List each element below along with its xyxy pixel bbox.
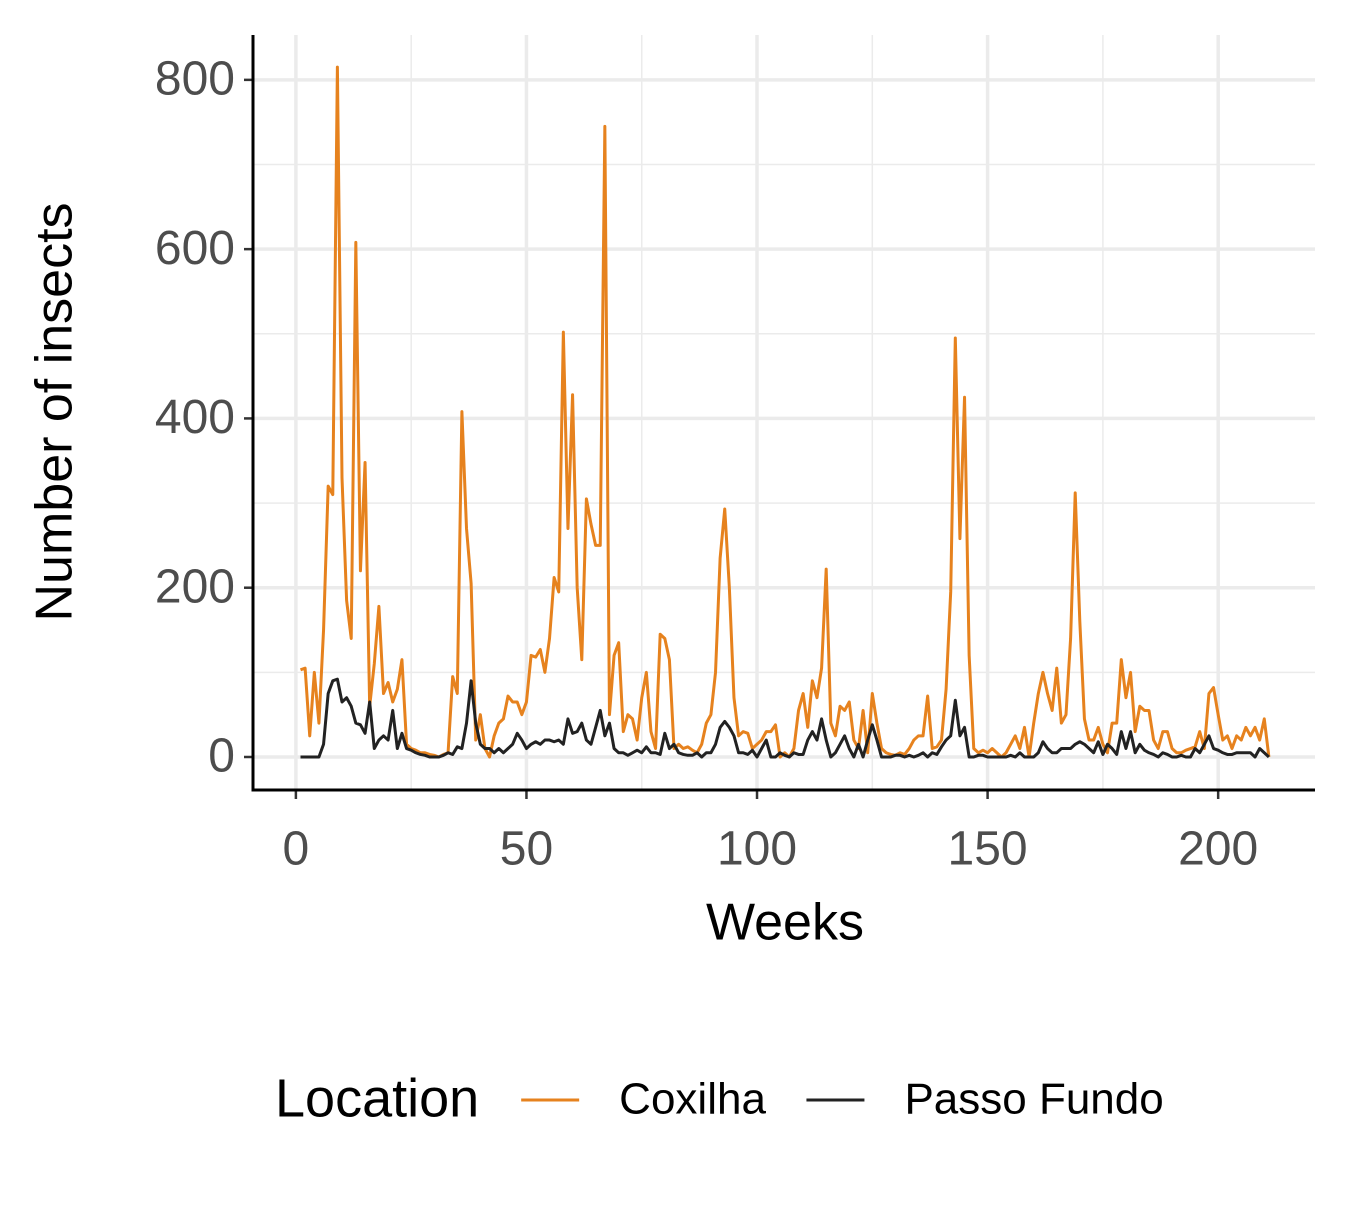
y-tick-label: 400 xyxy=(155,391,235,444)
grid xyxy=(253,35,1315,790)
x-tick-label: 100 xyxy=(717,823,797,876)
legend: Location Coxilha Passo Fundo xyxy=(275,1068,1164,1128)
legend-label: Coxilha xyxy=(619,1075,766,1124)
y-tick-label: 800 xyxy=(155,53,235,106)
x-tick-label: 200 xyxy=(1178,823,1258,876)
x-tick-label: 50 xyxy=(500,823,553,876)
x-tick-label: 0 xyxy=(283,823,310,876)
y-tick-label: 0 xyxy=(208,730,235,783)
y-tick-label: 200 xyxy=(155,560,235,613)
y-axis-title: Number of insects xyxy=(26,202,84,621)
x-axis-title: Weeks xyxy=(706,894,864,952)
legend-label: Passo Fundo xyxy=(904,1075,1163,1124)
legend-title: Location xyxy=(275,1068,479,1128)
x-tick-label: 150 xyxy=(948,823,1028,876)
y-tick-label: 600 xyxy=(155,222,235,275)
series-line xyxy=(299,65,1271,759)
series-line xyxy=(300,677,1270,759)
